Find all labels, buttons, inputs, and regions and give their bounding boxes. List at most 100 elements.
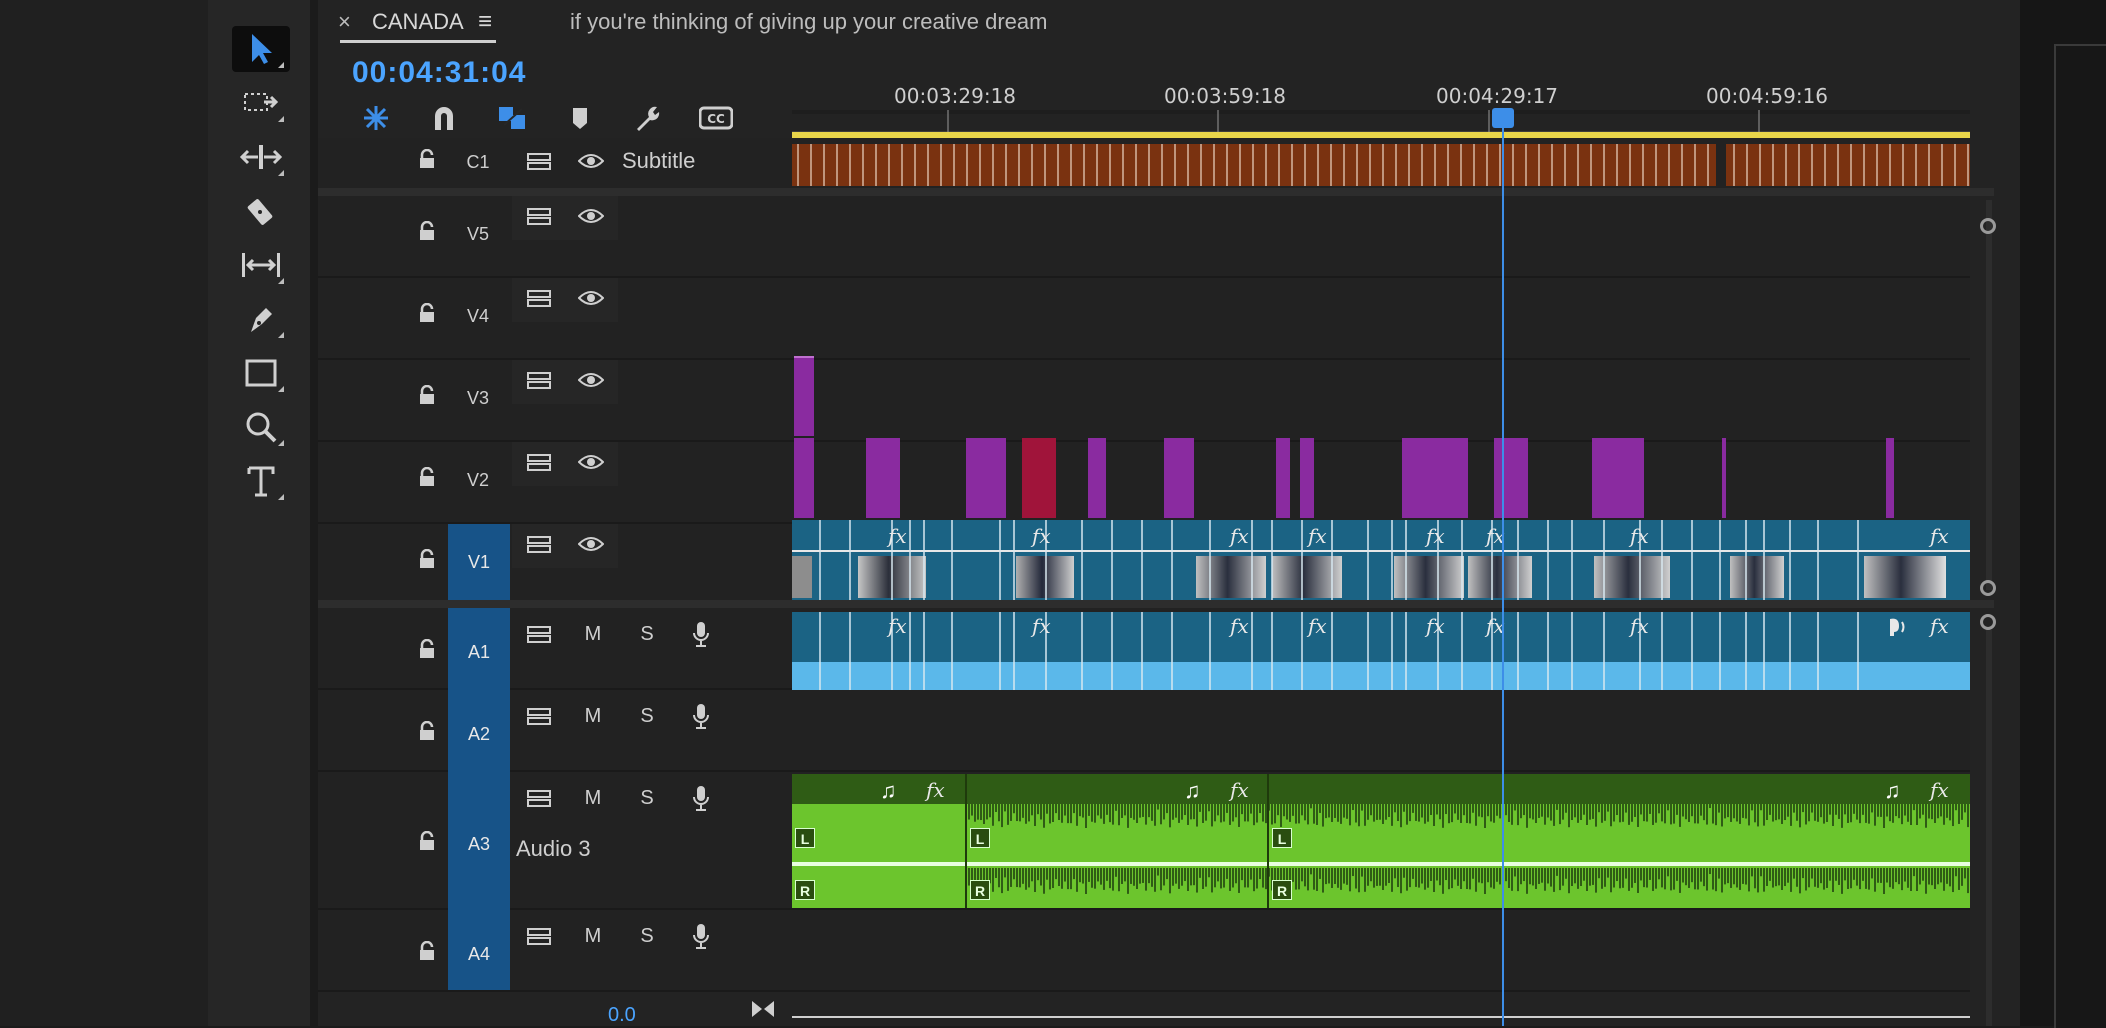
pen-tool[interactable] [232, 296, 290, 342]
tab-menu-button[interactable]: ≡ [478, 8, 493, 35]
track-name-v5: V5 [466, 224, 490, 244]
slip-icon [242, 253, 280, 277]
ruler-track [792, 110, 1970, 114]
clip-thumbnail [792, 556, 812, 598]
track-name-v1: V1 [467, 552, 491, 572]
video-clip[interactable] [1722, 438, 1726, 518]
ruler-label: 00:03:29:18 [894, 84, 1017, 108]
linked-selection-icon[interactable] [492, 102, 532, 134]
rectangle-tool[interactable] [232, 350, 290, 396]
caption-gap [1716, 140, 1726, 188]
insert-sequence-icon[interactable] [356, 102, 396, 134]
microphone-icon[interactable] [688, 785, 714, 811]
program-monitor-edge [2054, 44, 2106, 1028]
track-name-a4: A4 [467, 944, 491, 964]
music-note-icon: ♫ [880, 778, 897, 803]
lock-icon[interactable] [416, 384, 438, 406]
sync-lock-icon[interactable] [526, 621, 552, 647]
add-marker-icon[interactable] [560, 102, 600, 134]
track-name-v2: V2 [466, 470, 490, 490]
slip-tool[interactable] [232, 242, 290, 288]
video-clip[interactable] [866, 438, 900, 518]
solo-button[interactable]: S [640, 704, 654, 727]
fx-badge: fx [1426, 614, 1445, 638]
sync-lock-icon[interactable] [526, 785, 552, 811]
track-a4 [318, 910, 1970, 992]
razor-tool[interactable] [232, 188, 290, 234]
video-clip-red[interactable] [1022, 438, 1056, 518]
lock-icon[interactable] [416, 830, 438, 852]
lock-icon[interactable] [416, 466, 438, 488]
lock-icon[interactable] [416, 720, 438, 742]
microphone-icon[interactable] [688, 703, 714, 729]
video-clip[interactable] [1494, 438, 1528, 518]
mute-button[interactable]: M [584, 704, 602, 727]
sync-lock-icon[interactable] [526, 703, 552, 729]
solo-button[interactable]: S [640, 786, 654, 809]
track-target-v1[interactable] [448, 524, 510, 602]
mute-button[interactable]: M [584, 622, 602, 645]
go-to-end-icon[interactable] [750, 998, 776, 1020]
microphone-icon[interactable] [688, 621, 714, 647]
solo-button[interactable]: S [640, 622, 654, 645]
mute-button[interactable]: M [584, 924, 602, 947]
tab-other-sequence[interactable]: if you're thinking of giving up your cre… [570, 9, 1048, 34]
playhead-handle[interactable] [1492, 108, 1514, 128]
audio-scrollbar[interactable] [1986, 630, 1992, 1026]
sync-lock-icon[interactable] [526, 531, 552, 557]
lock-icon[interactable] [416, 638, 438, 660]
eye-icon[interactable] [578, 449, 604, 475]
lock-icon[interactable] [416, 220, 438, 242]
zoom-tool[interactable] [232, 404, 290, 450]
video-clip[interactable] [794, 356, 814, 436]
music-note-icon: ♫ [1184, 778, 1201, 803]
wrench-settings-icon[interactable] [628, 102, 668, 134]
tools-panel [208, 0, 310, 1026]
sync-lock-icon[interactable] [526, 449, 552, 475]
snap-magnet-icon[interactable] [424, 102, 464, 134]
video-clip[interactable] [1088, 438, 1106, 518]
video-clip[interactable] [966, 438, 1006, 518]
sync-lock-icon[interactable] [526, 367, 552, 393]
sync-lock-icon[interactable] [526, 923, 552, 949]
playhead-timecode[interactable]: 00:04:31:04 [352, 56, 527, 89]
eye-icon[interactable] [578, 285, 604, 311]
solo-button[interactable]: S [640, 924, 654, 947]
sequence-tab[interactable]: CANADA [372, 9, 464, 34]
sync-lock-icon[interactable] [526, 203, 552, 229]
mute-button[interactable]: M [584, 786, 602, 809]
sync-lock-icon[interactable] [526, 285, 552, 311]
video-clip[interactable] [1164, 438, 1194, 518]
microphone-icon[interactable] [688, 923, 714, 949]
track-name-a2: A2 [467, 724, 491, 744]
video-clip[interactable] [1276, 438, 1290, 518]
eye-icon[interactable] [578, 148, 604, 174]
video-clip[interactable] [1886, 438, 1894, 518]
eye-icon[interactable] [578, 203, 604, 229]
type-tool[interactable] [232, 458, 290, 504]
lock-icon[interactable] [416, 302, 438, 324]
fx-badge: fx [888, 614, 907, 638]
captions-icon[interactable]: CC [696, 102, 736, 134]
video-clip[interactable] [1592, 438, 1644, 518]
scroll-handle-bottom[interactable] [1980, 580, 1996, 596]
video-clip[interactable] [1300, 438, 1314, 518]
mix-volume-value[interactable]: 0.0 [608, 1004, 636, 1026]
playhead-line[interactable] [1502, 112, 1504, 1026]
video-clip[interactable] [794, 438, 814, 518]
track-select-tool[interactable] [232, 80, 290, 126]
lock-icon[interactable] [416, 148, 438, 170]
lock-icon[interactable] [416, 548, 438, 570]
scroll-handle-top[interactable] [1980, 218, 1996, 234]
close-tab-button[interactable]: × [338, 9, 351, 34]
ruler-label: 00:04:59:16 [1706, 84, 1829, 108]
sync-lock-icon[interactable] [526, 148, 552, 174]
video-clip[interactable] [1402, 438, 1468, 518]
audio-scroll-handle[interactable] [1980, 614, 1996, 630]
selection-tool[interactable] [232, 26, 290, 72]
video-scrollbar[interactable] [1986, 200, 1992, 590]
eye-icon[interactable] [578, 531, 604, 557]
eye-icon[interactable] [578, 367, 604, 393]
ripple-edit-tool[interactable] [232, 134, 290, 180]
lock-icon[interactable] [416, 940, 438, 962]
